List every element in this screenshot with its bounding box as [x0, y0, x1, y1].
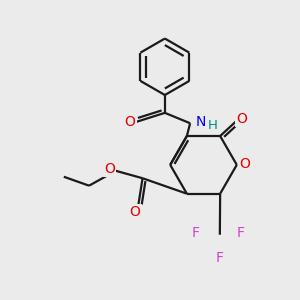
Text: O: O	[239, 157, 250, 171]
Text: O: O	[124, 115, 136, 129]
Text: H: H	[207, 119, 217, 132]
Text: F: F	[216, 251, 224, 266]
Text: O: O	[104, 162, 115, 176]
Text: O: O	[130, 205, 141, 219]
Text: O: O	[236, 112, 247, 126]
Text: N: N	[195, 116, 206, 129]
Text: F: F	[192, 226, 200, 240]
Text: F: F	[237, 226, 245, 240]
